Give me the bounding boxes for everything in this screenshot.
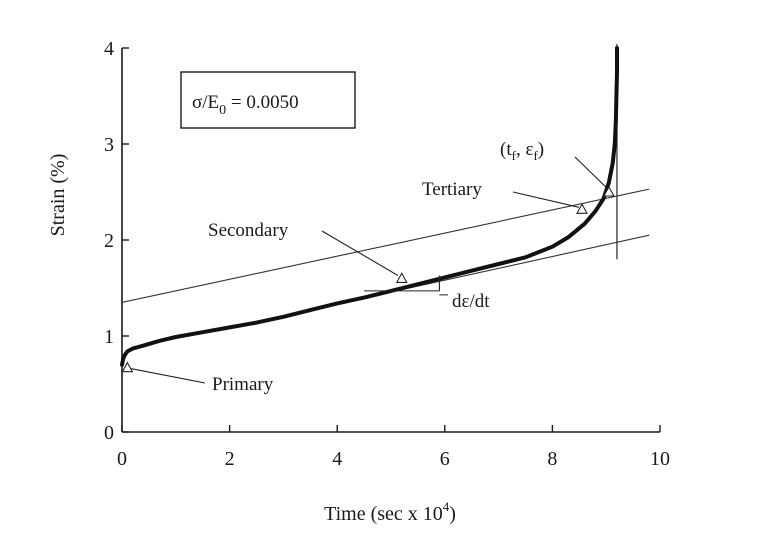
tertiary-label: Tertiary: [422, 179, 482, 200]
primary-marker: [121, 361, 134, 373]
x-tick-label: 4: [332, 448, 342, 470]
failure-sub-e: f: [533, 148, 538, 163]
primary-leader: [131, 368, 206, 384]
secondary-label: Secondary: [208, 220, 289, 241]
creep-curve: [120, 46, 619, 367]
y-ticks: 0 1 2 3 4: [104, 38, 129, 444]
failure-marker: [602, 185, 615, 197]
y-axis-label: Strain (%): [47, 154, 69, 237]
x-axis-label-main: Time (sec x 10: [324, 503, 443, 525]
y-tick-label: 0: [104, 422, 114, 444]
secondary-reference-line: [121, 188, 650, 303]
strain-rate-label: dε/dt: [452, 291, 490, 312]
primary-label: Primary: [212, 374, 274, 395]
x-tick-label: 2: [225, 448, 235, 470]
x-tick-label: 0: [117, 448, 127, 470]
parameter-box-label: σ/E0 = 0.0050: [192, 92, 299, 118]
failure-label-open: (t: [500, 139, 512, 160]
x-axis-label-close: ): [449, 503, 456, 525]
tertiary-leader: [512, 191, 580, 208]
x-axis-label: Time (sec x 104): [324, 499, 456, 525]
tertiary-marker: [576, 203, 588, 214]
x-tick-label: 6: [440, 448, 450, 470]
failure-label-mid: , ε: [516, 139, 534, 160]
parameter-box-frame: [180, 71, 356, 129]
axis-labels: Time (sec x 104) Strain (%): [47, 154, 456, 525]
y-tick-label: 2: [104, 230, 114, 252]
annotations: Primary Secondary Tertiary (tf, εf) dε/d…: [121, 139, 615, 395]
failure-label: (tf, εf): [500, 139, 544, 163]
reference-lines: [121, 188, 650, 323]
secondary-marker: [395, 272, 408, 283]
x-tick-label: 8: [547, 448, 557, 470]
failure-label-close: ): [538, 139, 544, 160]
strain-rate-bracket: [364, 275, 448, 296]
failure-leader: [574, 156, 607, 188]
failure-sub-t: f: [512, 148, 517, 163]
parameter-value: = 0.0050: [226, 92, 298, 113]
x-tick-label: 10: [650, 448, 670, 470]
secondary-leader: [321, 230, 399, 276]
parameter-subscript: 0: [219, 103, 226, 118]
x-axis-label-exponent: 4: [443, 499, 450, 514]
x-ticks: 0 2 4 6 8 10: [117, 425, 670, 470]
y-tick-label: 3: [104, 134, 114, 156]
parameter-sigma: σ/E: [192, 92, 219, 113]
y-tick-label: 1: [104, 326, 114, 348]
y-tick-label: 4: [104, 38, 114, 60]
parameter-box: σ/E0 = 0.0050: [180, 71, 356, 129]
